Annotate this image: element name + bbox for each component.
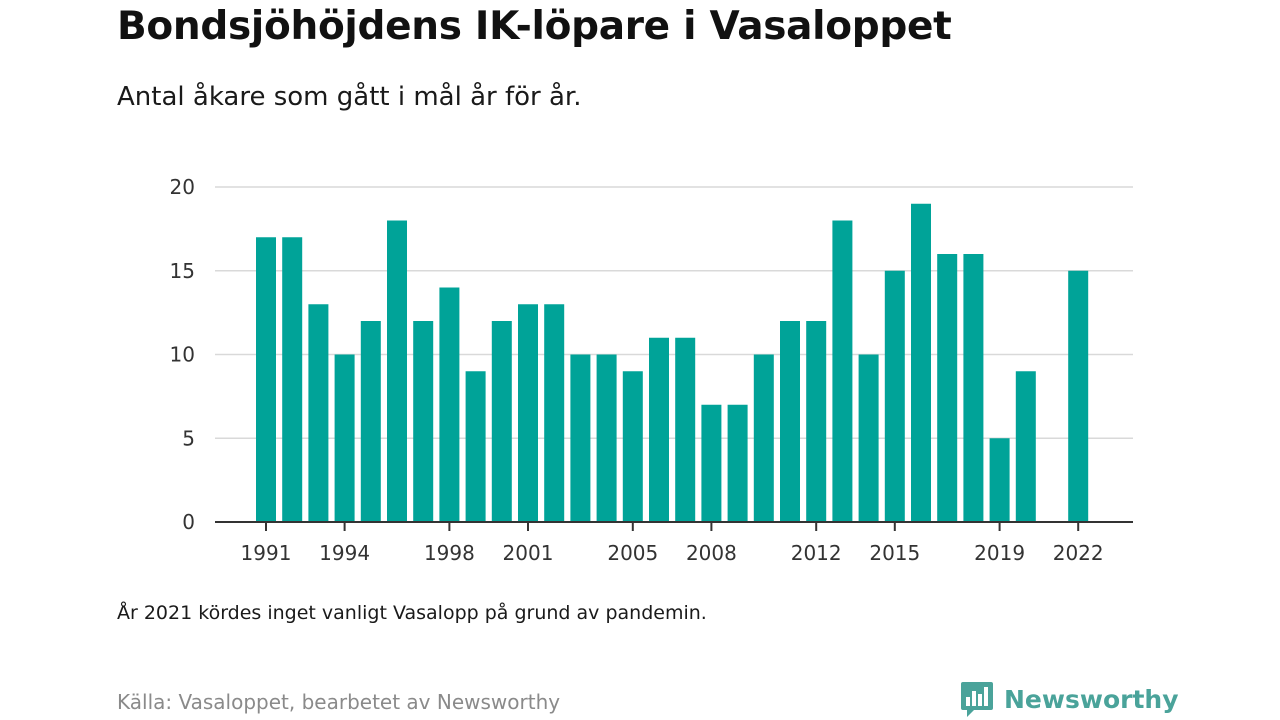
bar-2008	[701, 404, 722, 522]
x-tick-label: 2005	[607, 541, 658, 565]
x-tick-label: 2019	[974, 541, 1025, 565]
bar-2005	[622, 371, 643, 522]
bar-1996	[387, 220, 407, 522]
y-tick-label: 10	[170, 343, 195, 367]
chart-subtitle: Antal åkare som gått i mål år för år.	[117, 82, 582, 112]
x-tick-label: 1991	[241, 541, 292, 565]
bar-chart-speech-bubble-icon	[961, 682, 993, 717]
bar-chart: 0 5 10 15 20 1991 1994 1998 2001 2005 2008 2012 201…	[170, 175, 1133, 565]
bar-2002	[544, 304, 565, 522]
bar-2014	[858, 354, 879, 522]
bar-2003	[570, 354, 591, 522]
bar-2015	[884, 270, 905, 522]
chart-note: År 2021 kördes inget vanligt Vasalopp på…	[117, 602, 707, 624]
bar-2022	[1068, 270, 1089, 522]
x-tick-label: 2008	[686, 541, 737, 565]
x-tick-label: 1994	[319, 541, 370, 565]
bar-2020	[1015, 371, 1036, 522]
y-tick-label: 5	[182, 426, 195, 450]
y-tick-label: 20	[170, 175, 195, 199]
bar-2010	[753, 354, 774, 522]
bar-2007	[675, 337, 696, 522]
bar-1991	[256, 237, 276, 522]
bars	[256, 203, 1089, 522]
x-tick-label: 2015	[869, 541, 920, 565]
x-tick-label: 2001	[503, 541, 554, 565]
x-axis-ticks: 1991 1994 1998 2001 2005 2008 2012 2015 2019 2022	[241, 522, 1104, 565]
bar-2018	[963, 254, 984, 522]
brand-name: Newsworthy	[1004, 684, 1179, 714]
bar-2011	[780, 321, 800, 522]
y-tick-label: 0	[182, 510, 195, 534]
bar-1997	[413, 321, 434, 522]
x-tick-label: 2022	[1053, 541, 1104, 565]
bar-2012	[806, 321, 827, 522]
bar-2017	[937, 254, 958, 522]
bar-1998	[439, 287, 460, 522]
y-tick-label: 15	[170, 259, 195, 283]
bar-1995	[360, 321, 381, 522]
bar-2004	[596, 354, 617, 522]
bar-1994	[334, 354, 355, 522]
bar-2001	[518, 304, 538, 522]
bar-2016	[911, 203, 931, 522]
source-text: Källa: Vasaloppet, bearbetet av Newswort…	[117, 690, 561, 714]
bar-2000	[491, 321, 512, 522]
bar-1992	[282, 237, 303, 522]
chart-title: Bondsjöhöjdens IK-löpare i Vasaloppet	[117, 4, 952, 49]
bar-1993	[308, 304, 329, 522]
bar-2019	[989, 438, 1010, 522]
x-tick-label: 2012	[791, 541, 842, 565]
bar-2006	[649, 337, 669, 522]
bar-2013	[832, 220, 853, 522]
brand-logo: Newsworthy	[960, 680, 1179, 718]
bar-2009	[727, 404, 748, 522]
x-tick-label: 1998	[424, 541, 475, 565]
y-axis-ticks: 0 5 10 15 20	[170, 175, 195, 534]
bar-1999	[465, 371, 486, 522]
